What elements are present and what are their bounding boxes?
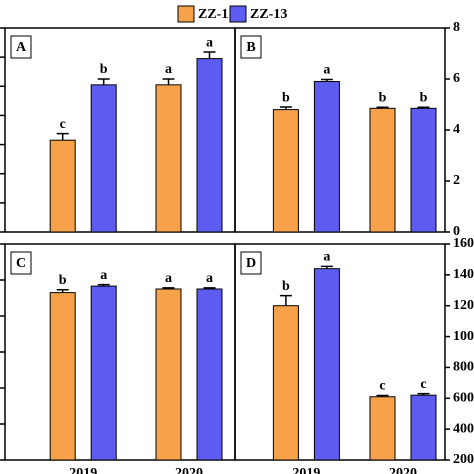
error-bar bbox=[417, 392, 430, 396]
y-tick-label: 1400 bbox=[453, 267, 474, 282]
error-bar bbox=[279, 294, 292, 306]
error-bar bbox=[56, 288, 69, 293]
bar bbox=[155, 84, 182, 233]
bar bbox=[369, 107, 396, 233]
bar bbox=[369, 396, 396, 461]
bar bbox=[49, 139, 76, 233]
panel-label-box bbox=[10, 251, 32, 275]
panel-label-box bbox=[10, 35, 32, 59]
y-tick-label: 1000 bbox=[453, 329, 474, 344]
y-tick-label: 2 bbox=[453, 173, 460, 188]
error-bar bbox=[417, 106, 430, 109]
y-tick-label: 1200 bbox=[453, 298, 474, 313]
significance-letter: a bbox=[165, 62, 172, 77]
error-bar bbox=[203, 287, 216, 289]
error-bar bbox=[320, 265, 333, 269]
error-bar bbox=[162, 287, 175, 289]
panel-label: C bbox=[16, 256, 26, 271]
error-bar bbox=[162, 78, 175, 85]
bar bbox=[313, 81, 340, 233]
error-bar bbox=[320, 78, 333, 82]
bar bbox=[272, 109, 299, 233]
error-bar bbox=[97, 78, 110, 85]
y-tick-label: 4 bbox=[453, 122, 460, 137]
significance-letter: a bbox=[206, 35, 213, 50]
y-tick-label: 8 bbox=[453, 20, 460, 35]
error-bar bbox=[97, 283, 110, 287]
significance-letter: c bbox=[379, 379, 385, 394]
y-tick-label: 6 bbox=[453, 71, 460, 86]
bar bbox=[49, 292, 76, 461]
bar bbox=[196, 58, 223, 233]
y-tick-label: 200 bbox=[453, 452, 474, 467]
significance-letter: b bbox=[282, 90, 290, 105]
x-tick-label: 2019 bbox=[292, 466, 320, 474]
significance-letter: a bbox=[165, 271, 172, 286]
significance-letter: a bbox=[323, 63, 330, 78]
panel-label-box bbox=[240, 251, 262, 275]
significance-letter: b bbox=[420, 91, 428, 106]
panel-label: A bbox=[16, 40, 27, 55]
y-tick-label: 600 bbox=[453, 391, 474, 406]
bar bbox=[272, 305, 299, 461]
bar bbox=[90, 84, 117, 233]
error-bar bbox=[279, 106, 292, 110]
legend-swatch bbox=[177, 5, 195, 23]
significance-letter: b bbox=[282, 279, 290, 294]
x-tick-label: 2020 bbox=[175, 466, 203, 474]
significance-letter: b bbox=[59, 273, 67, 288]
x-tick-label: 2019 bbox=[69, 466, 97, 474]
significance-letter: b bbox=[100, 62, 108, 77]
bar bbox=[410, 107, 437, 233]
bar bbox=[313, 268, 340, 461]
bar bbox=[90, 285, 117, 461]
panel-label: D bbox=[246, 256, 256, 271]
legend-swatch bbox=[229, 5, 247, 23]
legend-label: ZZ-1 bbox=[198, 7, 228, 22]
error-bar bbox=[376, 106, 389, 109]
legend-label: ZZ-13 bbox=[250, 7, 287, 22]
bar bbox=[155, 288, 182, 461]
y-tick-label: 0 bbox=[453, 224, 460, 239]
y-tick-label: 400 bbox=[453, 421, 474, 436]
panel-label: B bbox=[246, 40, 255, 55]
panel-label-box bbox=[240, 35, 262, 59]
significance-letter: c bbox=[420, 377, 426, 392]
bar bbox=[410, 394, 437, 461]
error-bar bbox=[376, 394, 389, 397]
significance-letter: a bbox=[206, 271, 213, 286]
significance-letter: a bbox=[100, 268, 107, 283]
significance-letter: a bbox=[323, 250, 330, 265]
x-tick-label: 2020 bbox=[389, 466, 417, 474]
y-tick-label: 1600 bbox=[453, 236, 474, 251]
significance-letter: c bbox=[60, 117, 66, 132]
bar bbox=[196, 288, 223, 461]
error-bar bbox=[56, 132, 69, 141]
panel-frame bbox=[234, 243, 446, 461]
y-tick-label: 800 bbox=[453, 360, 474, 375]
significance-letter: b bbox=[379, 91, 387, 106]
error-bar bbox=[203, 51, 216, 59]
